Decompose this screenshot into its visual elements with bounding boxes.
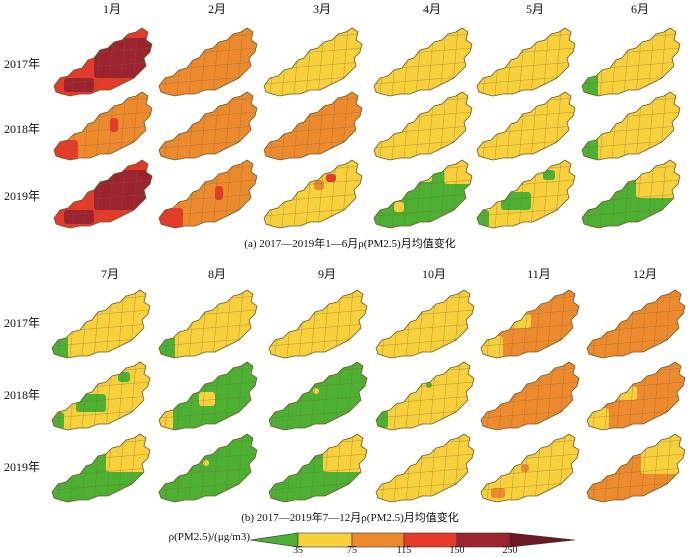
legend-tick: 115 — [397, 545, 412, 556]
month-label: 7月 — [101, 267, 119, 281]
province-map — [373, 159, 473, 229]
legend-tick: 75 — [347, 545, 357, 556]
month-label: 12月 — [633, 267, 657, 281]
panel-b-year-labels: 2017年 2018年 2019年 — [4, 316, 40, 474]
province-map — [53, 27, 153, 97]
month-label: 11月 — [527, 267, 551, 281]
year-label: 2019年 — [4, 189, 40, 203]
panel-a-map-grid — [53, 27, 681, 229]
province-map — [158, 361, 258, 431]
province-map — [263, 91, 363, 161]
province-map — [268, 289, 368, 359]
month-label: 1月 — [103, 2, 121, 16]
province-map — [51, 433, 151, 503]
month-label: 2月 — [208, 2, 226, 16]
province-map — [51, 289, 151, 359]
province-map — [158, 433, 258, 503]
year-label: 2017年 — [4, 316, 40, 330]
province-map — [480, 289, 580, 359]
province-map — [268, 361, 368, 431]
legend-tick: 35 — [293, 545, 303, 556]
province-map — [158, 27, 258, 97]
province-map — [263, 159, 363, 229]
year-label: 2019年 — [4, 460, 40, 474]
province-map — [581, 91, 681, 161]
month-label: 3月 — [313, 2, 331, 16]
panel-a-caption: (a) 2017—2019年1—6月ρ(PM2.5)月均值变化 — [244, 236, 455, 250]
province-map — [476, 91, 576, 161]
year-label: 2017年 — [4, 57, 40, 71]
province-map — [581, 159, 681, 229]
legend-label: ρ(PM2.5)/(μg/m3) — [169, 531, 251, 543]
province-map — [263, 27, 363, 97]
panel-a-year-labels: 2017年 2018年 2019年 — [4, 57, 40, 203]
month-label: 10月 — [422, 267, 446, 281]
province-map — [375, 289, 475, 359]
month-label: 4月 — [423, 2, 441, 16]
province-map — [476, 27, 576, 97]
province-map — [51, 361, 151, 431]
province-map — [375, 433, 475, 503]
year-label: 2018年 — [4, 122, 40, 136]
province-map — [158, 289, 258, 359]
month-label: 5月 — [526, 2, 544, 16]
province-map — [480, 361, 580, 431]
province-map — [158, 159, 258, 229]
province-map — [586, 289, 686, 359]
province-map — [373, 27, 473, 97]
province-map — [268, 433, 368, 503]
province-map — [581, 27, 681, 97]
legend-ticks: 35 75 115 150 250 — [293, 545, 518, 556]
legend-tick: 150 — [450, 545, 465, 556]
province-map — [476, 159, 576, 229]
month-label: 9月 — [318, 267, 336, 281]
province-map — [373, 91, 473, 161]
panel-a-month-labels: 1月 2月 3月 4月 5月 6月 — [103, 2, 649, 16]
color-legend: ρ(PM2.5)/(μg/m3) 35 75 115 150 250 — [169, 531, 576, 556]
panel-b-month-labels: 7月 8月 9月 10月 11月 12月 — [101, 267, 657, 281]
province-map — [480, 433, 580, 503]
year-label: 2018年 — [4, 388, 40, 402]
month-label: 8月 — [208, 267, 226, 281]
province-map — [586, 361, 686, 431]
legend-tick: 250 — [503, 545, 518, 556]
month-label: 6月 — [631, 2, 649, 16]
province-map — [158, 91, 258, 161]
panel-b-map-grid — [51, 289, 686, 503]
province-map — [375, 361, 475, 431]
province-map — [586, 433, 686, 503]
panel-b-caption: (b) 2017—2019年7—12月ρ(PM2.5)月均值变化 — [241, 510, 459, 524]
legend-colorbar — [249, 532, 576, 548]
province-map — [53, 91, 153, 161]
province-map — [53, 159, 153, 229]
